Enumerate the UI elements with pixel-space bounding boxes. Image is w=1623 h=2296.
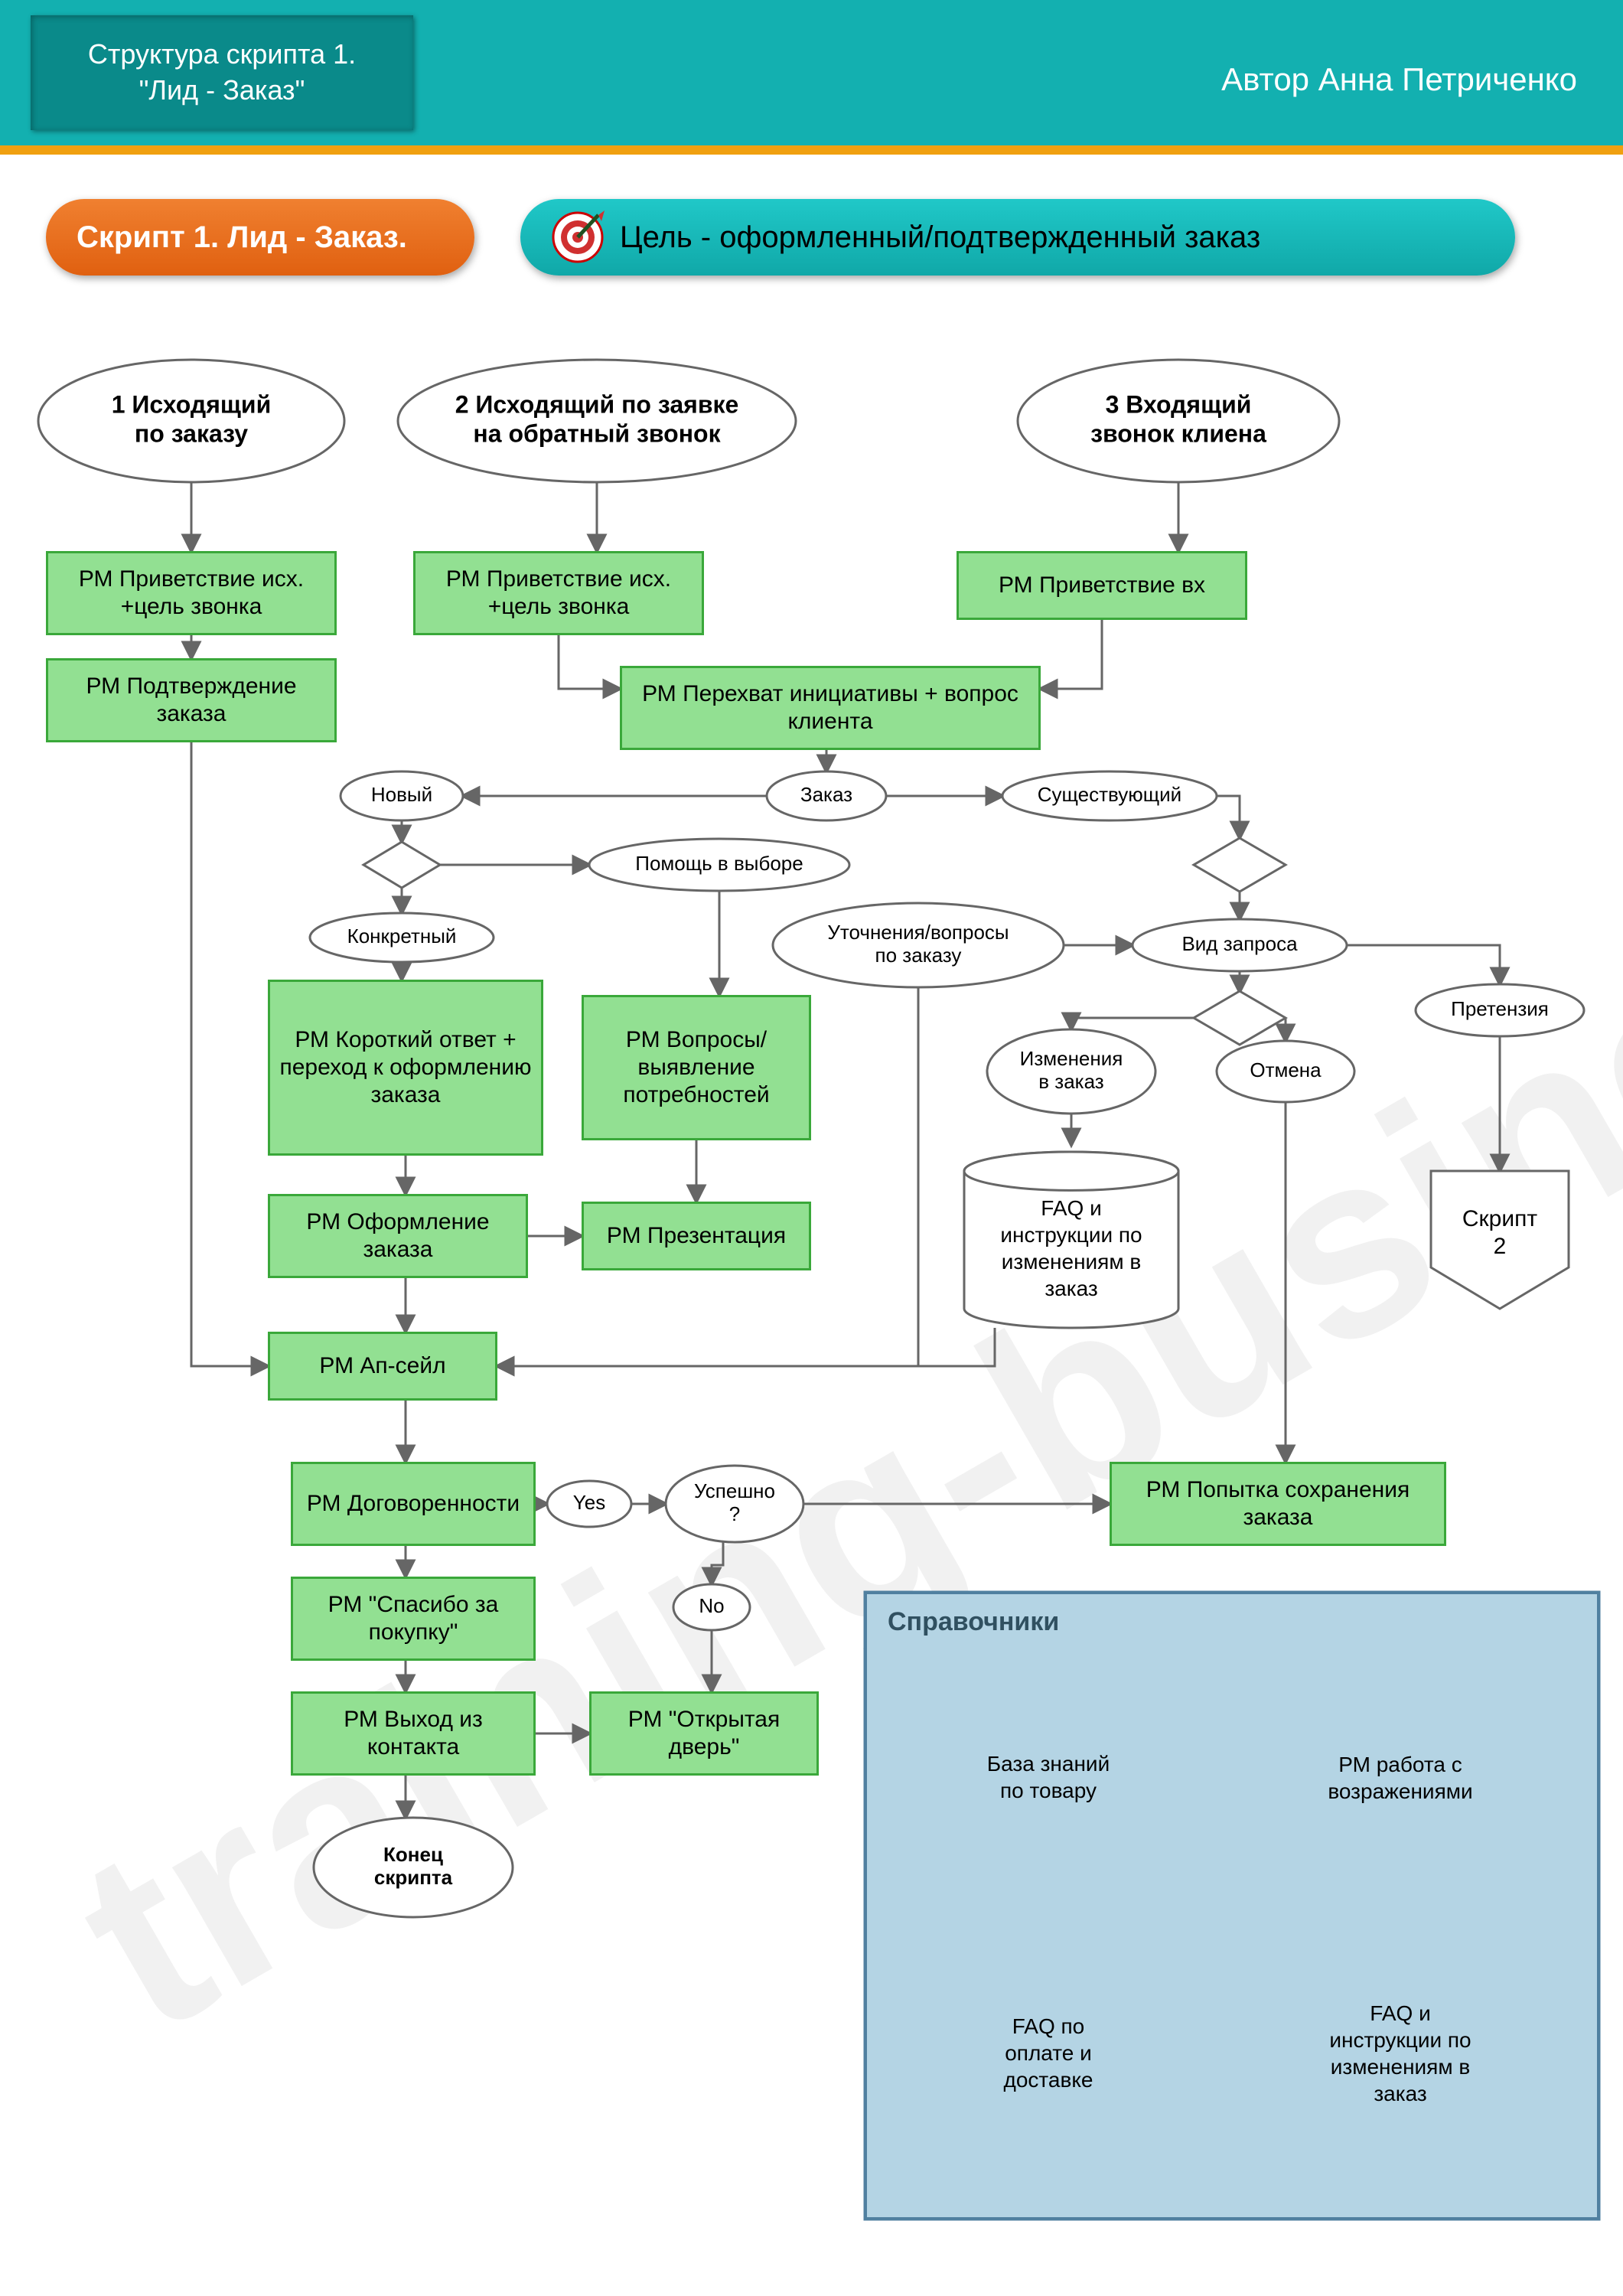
g12: РМ "Спасибо за покупку" <box>291 1577 536 1661</box>
d1 <box>363 842 440 888</box>
svg-text:звонок клиена: звонок клиена <box>1090 419 1266 447</box>
svg-text:Изменения: Изменения <box>1020 1047 1123 1070</box>
g6: РМ Короткий ответ + переход к оформлению… <box>268 980 543 1156</box>
svg-text:Уточнения/вопросы: Уточнения/вопросы <box>827 921 1009 944</box>
svg-text:1 Исходящий: 1 Исходящий <box>112 390 272 418</box>
g4: РМ Приветствие вх <box>957 551 1247 620</box>
svg-text:Вид запроса: Вид запроса <box>1181 932 1298 955</box>
g14: РМ "Открытая дверь" <box>589 1691 819 1776</box>
g11: РМ Договоренности <box>291 1462 536 1546</box>
page: training-business.ru Структура скрипта 1… <box>0 0 1623 2296</box>
svg-text:в заказ: в заказ <box>1038 1070 1103 1093</box>
g1: РМ Приветствие исх. +цель звонка <box>46 551 337 635</box>
d2 <box>1194 838 1286 892</box>
svg-text:Помощь в выборе: Помощь в выборе <box>635 852 803 875</box>
svg-text:3 Входящий: 3 Входящий <box>1106 390 1252 418</box>
d3 <box>1194 991 1286 1045</box>
reference-panel <box>865 1592 1599 2219</box>
svg-text:скрипта: скрипта <box>374 1866 453 1889</box>
svg-text:Существующий: Существующий <box>1038 783 1181 806</box>
g3: РМ Приветствие исх. +цель звонка <box>413 551 704 635</box>
c_faq1 <box>964 1152 1178 1328</box>
svg-text:Конкретный: Конкретный <box>347 925 457 947</box>
svg-text:Заказ: Заказ <box>800 783 852 806</box>
svg-text:Успешно: Успешно <box>694 1479 775 1502</box>
g8: РМ Оформление заказа <box>268 1194 528 1278</box>
reference-panel-title: Справочники <box>888 1607 1059 1637</box>
g7: РМ Вопросы/ выявление потребностей <box>582 995 811 1140</box>
svg-text:по заказу: по заказу <box>135 419 248 447</box>
svg-text:Конец: Конец <box>383 1843 443 1866</box>
svg-text:Yes: Yes <box>573 1491 605 1514</box>
svg-text:?: ? <box>729 1502 740 1525</box>
svg-text:No: No <box>699 1594 724 1617</box>
svg-text:Скрипт: Скрипт <box>1462 1206 1537 1231</box>
svg-text:2: 2 <box>1494 1234 1507 1259</box>
g5: РМ Перехват инициативы + вопрос клиента <box>620 666 1041 750</box>
svg-text:на обратный звонок: на обратный звонок <box>473 419 721 447</box>
g15: РМ Попытка сохранения заказа <box>1110 1462 1446 1546</box>
svg-text:Новый: Новый <box>371 783 432 806</box>
g13: РМ Выход из контакта <box>291 1691 536 1776</box>
svg-text:Отмена: Отмена <box>1250 1058 1322 1081</box>
svg-text:Претензия: Претензия <box>1451 997 1549 1020</box>
svg-text:по заказу: по заказу <box>875 944 962 967</box>
g9: РМ Презентация <box>582 1202 811 1270</box>
g10: РМ Ап-сейл <box>268 1332 497 1401</box>
svg-text:2 Исходящий по заявке: 2 Исходящий по заявке <box>455 390 739 418</box>
g2: РМ Подтверждение заказа <box>46 658 337 742</box>
